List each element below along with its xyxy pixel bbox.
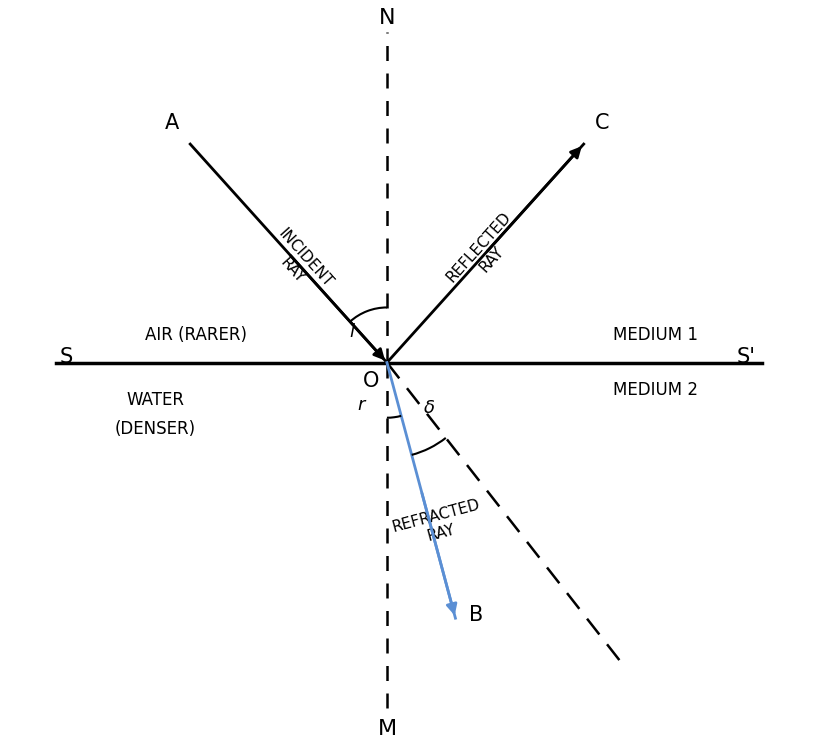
Text: O: O <box>362 371 379 391</box>
Text: δ: δ <box>424 399 435 417</box>
Text: B: B <box>469 604 483 625</box>
Text: M: M <box>377 719 397 739</box>
Text: S: S <box>60 347 73 367</box>
Text: AIR (RARER): AIR (RARER) <box>145 327 247 345</box>
Text: WATER: WATER <box>127 390 184 408</box>
Text: C: C <box>595 113 609 133</box>
Text: MEDIUM 1: MEDIUM 1 <box>613 327 698 345</box>
Text: S': S' <box>737 347 756 367</box>
Text: N: N <box>379 8 395 28</box>
Text: REFLECTED
RAY: REFLECTED RAY <box>443 210 527 297</box>
Text: r: r <box>357 396 365 414</box>
Text: REFRACTED
RAY: REFRACTED RAY <box>390 497 487 552</box>
Text: (DENSER): (DENSER) <box>115 420 196 438</box>
Text: A: A <box>165 113 179 133</box>
Text: INCIDENT
RAY: INCIDENT RAY <box>262 226 335 303</box>
Text: i: i <box>349 323 354 341</box>
Text: MEDIUM 2: MEDIUM 2 <box>613 381 698 399</box>
